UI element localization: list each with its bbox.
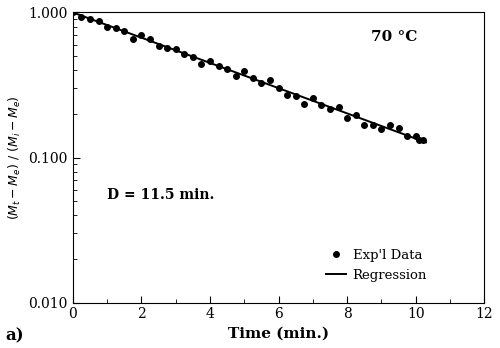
Exp'l Data bbox=[344, 116, 350, 120]
Regression bbox=[423, 140, 429, 144]
Exp'l Data bbox=[302, 102, 308, 106]
Exp'l Data bbox=[138, 33, 144, 37]
Exp'l Data bbox=[387, 123, 393, 127]
Exp'l Data bbox=[122, 29, 128, 33]
Exp'l Data bbox=[267, 78, 273, 82]
Exp'l Data bbox=[420, 137, 426, 142]
Exp'l Data bbox=[147, 37, 153, 41]
Exp'l Data bbox=[361, 123, 367, 127]
Text: a): a) bbox=[5, 327, 24, 345]
Exp'l Data bbox=[198, 62, 204, 66]
Exp'l Data bbox=[327, 107, 333, 111]
Exp'l Data bbox=[96, 19, 102, 23]
Exp'l Data bbox=[232, 74, 238, 78]
Exp'l Data bbox=[412, 134, 418, 139]
Exp'l Data bbox=[352, 113, 358, 117]
Text: 70 °C: 70 °C bbox=[371, 30, 418, 44]
Exp'l Data bbox=[182, 52, 188, 56]
Line: Exp'l Data: Exp'l Data bbox=[70, 10, 426, 143]
Exp'l Data bbox=[78, 15, 84, 19]
Exp'l Data bbox=[292, 93, 298, 97]
Legend: Exp'l Data, Regression: Exp'l Data, Regression bbox=[326, 249, 427, 282]
Exp'l Data bbox=[172, 47, 178, 51]
Exp'l Data bbox=[207, 60, 213, 64]
Regression bbox=[238, 72, 244, 76]
Regression bbox=[280, 88, 286, 92]
Exp'l Data bbox=[258, 81, 264, 85]
Exp'l Data bbox=[276, 86, 281, 90]
Exp'l Data bbox=[164, 46, 170, 50]
Exp'l Data bbox=[396, 126, 402, 130]
Exp'l Data bbox=[156, 44, 162, 48]
Regression bbox=[261, 81, 267, 85]
Exp'l Data bbox=[370, 122, 376, 127]
Exp'l Data bbox=[112, 26, 118, 30]
Exp'l Data bbox=[284, 93, 290, 97]
Exp'l Data bbox=[104, 25, 110, 29]
Regression bbox=[240, 73, 246, 77]
Exp'l Data bbox=[216, 64, 222, 68]
Exp'l Data bbox=[190, 55, 196, 59]
Exp'l Data bbox=[242, 69, 248, 73]
Exp'l Data bbox=[318, 103, 324, 107]
Exp'l Data bbox=[250, 76, 256, 80]
Exp'l Data bbox=[224, 66, 230, 71]
Text: D = 11.5 min.: D = 11.5 min. bbox=[107, 188, 214, 202]
Regression bbox=[414, 137, 420, 141]
Exp'l Data bbox=[70, 10, 76, 15]
X-axis label: Time (min.): Time (min.) bbox=[228, 327, 329, 341]
Exp'l Data bbox=[87, 17, 93, 21]
Exp'l Data bbox=[404, 134, 410, 139]
Exp'l Data bbox=[378, 127, 384, 131]
Exp'l Data bbox=[336, 105, 342, 110]
Regression bbox=[360, 117, 366, 121]
Y-axis label: $(M_t - M_e)\ /\ (M_i - M_e)$: $(M_t - M_e)\ /\ (M_i - M_e)$ bbox=[7, 95, 23, 220]
Line: Regression: Regression bbox=[73, 13, 426, 142]
Exp'l Data bbox=[416, 138, 422, 142]
Exp'l Data bbox=[310, 96, 316, 100]
Regression bbox=[70, 10, 76, 15]
Exp'l Data bbox=[130, 37, 136, 41]
